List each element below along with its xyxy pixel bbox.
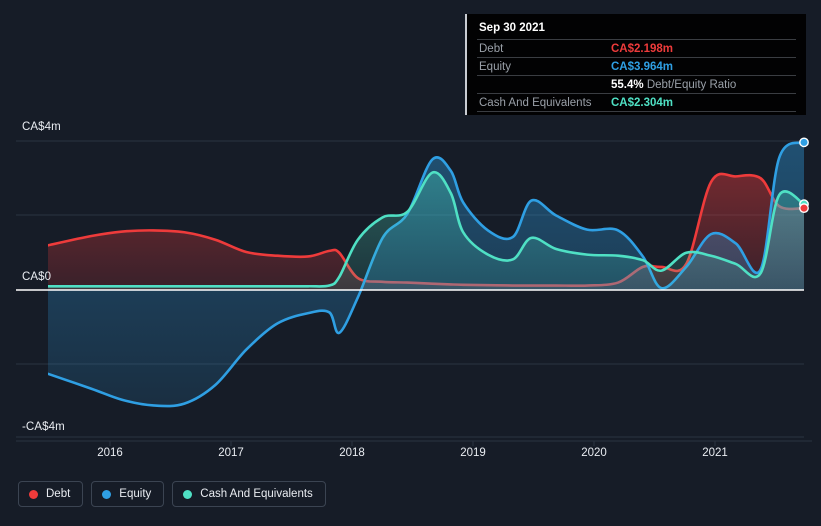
y-axis-label: -CA$4m [22, 421, 65, 433]
tooltip-date: Sep 30 2021 [479, 22, 545, 34]
chart-series-layer [48, 141, 804, 408]
chart-legend: Debt Equity Cash And Equivalents [18, 481, 326, 507]
line-cash-and-equivalents [48, 170, 804, 288]
tooltip-row-equity: Equity CA$3.964m [477, 57, 796, 75]
x-axis-label: 2016 [97, 447, 123, 459]
legend-dot-icon [102, 489, 112, 499]
tooltip-value-cash: CA$2.304m [611, 96, 674, 109]
y-axis-label: CA$0 [22, 271, 52, 283]
endpoint-markers [799, 137, 809, 214]
tooltip-bottom-divider [477, 111, 796, 112]
tooltip-label-debt: Debt [479, 42, 504, 55]
x-axis-label: 2019 [460, 447, 486, 459]
legend-item-cash-and-equivalents[interactable]: Cash And Equivalents [172, 481, 326, 507]
chart-plot-area: CA$4m CA$0 -CA$4m 2016 2017 2018 2019 2020 2021 [16, 121, 812, 459]
x-axis-label: 2021 [702, 447, 728, 459]
x-axis-line [16, 440, 812, 446]
legend-dot-icon [29, 489, 38, 499]
tooltip-value-debt: CA$2.198m [611, 42, 674, 55]
chart-svg [16, 137, 812, 446]
legend-dot-icon [183, 489, 193, 499]
x-axis-label: 2020 [581, 447, 607, 459]
tooltip-ratio: 55.4% Debt/Equity Ratio [611, 79, 736, 91]
tooltip-row-ratio: 55.4% Debt/Equity Ratio [477, 75, 796, 93]
legend-label: Cash And Equivalents [200, 488, 313, 500]
tooltip-row-cash: Cash And Equivalents CA$2.304m [477, 93, 796, 111]
tooltip-ratio-label: Debt/Equity Ratio [646, 78, 737, 91]
tooltip-label-equity: Equity [479, 60, 511, 73]
chart-tooltip: Sep 30 2021 Debt CA$2.198m Equity CA$3.9… [465, 14, 806, 115]
y-axis-label: CA$4m [22, 121, 61, 133]
legend-item-debt[interactable]: Debt [18, 481, 84, 507]
tooltip-label-cash: Cash And Equivalents [479, 96, 592, 109]
endpoint-debt [799, 203, 809, 214]
area-debt [48, 173, 804, 290]
tooltip-value-equity: CA$3.964m [611, 60, 674, 73]
tooltip-row-debt: Debt CA$2.198m [477, 39, 796, 57]
area-cash-and-equivalents [48, 172, 804, 290]
legend-label: Debt [46, 488, 71, 500]
legend-label: Equity [119, 488, 152, 500]
legend-item-equity[interactable]: Equity [91, 481, 165, 507]
endpoint-equity [799, 137, 809, 148]
tooltip-ratio-value: 55.4% [611, 78, 644, 91]
x-axis-label: 2017 [218, 447, 244, 459]
x-axis-label: 2018 [339, 447, 365, 459]
